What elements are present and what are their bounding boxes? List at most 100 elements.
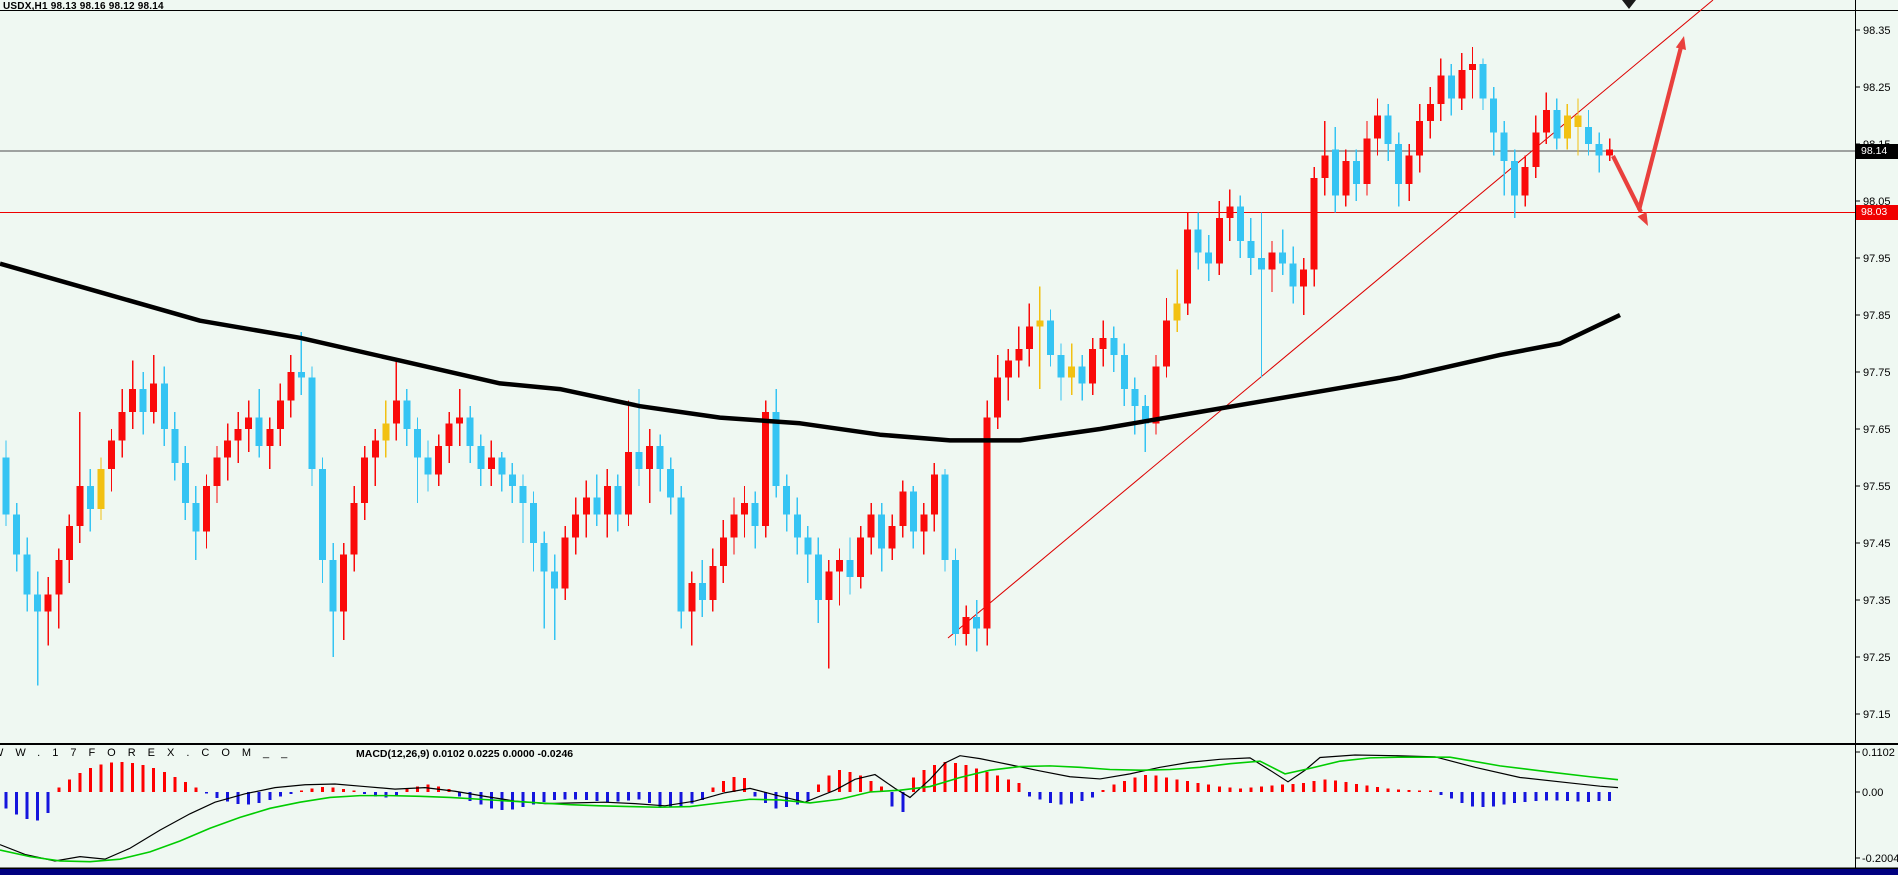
candlestick xyxy=(1110,337,1118,355)
candlestick xyxy=(255,417,263,447)
candlestick xyxy=(772,411,780,486)
price-tick-label: 97.95 xyxy=(1863,253,1891,265)
candlestick xyxy=(65,525,73,561)
macd-histogram-bar xyxy=(1587,792,1590,803)
candlestick xyxy=(582,497,590,515)
candlestick xyxy=(1500,132,1508,162)
candlestick xyxy=(751,503,759,526)
macd-histogram-bar xyxy=(553,792,557,800)
candlestick xyxy=(1363,138,1371,184)
candlestick xyxy=(456,417,464,424)
macd-histogram-bar xyxy=(78,773,82,792)
candlestick xyxy=(2,457,10,515)
candlestick xyxy=(1236,206,1244,241)
arrow-projection-up[interactable] xyxy=(1636,46,1684,211)
candlestick xyxy=(276,400,284,429)
candlestick xyxy=(540,543,548,572)
macd-histogram-bar xyxy=(1597,792,1601,802)
macd-histogram-bar xyxy=(743,778,746,792)
macd-histogram-bar xyxy=(152,768,156,792)
macd-histogram-bar xyxy=(1397,789,1401,792)
candlestick xyxy=(857,537,865,578)
arrow-projection-down[interactable] xyxy=(1611,155,1643,213)
candlestick xyxy=(635,451,643,469)
down-triangle-marker-icon[interactable] xyxy=(1622,0,1636,9)
macd-histogram-bar xyxy=(816,784,820,792)
ma-line[interactable] xyxy=(0,261,1621,443)
macd-histogram-bar xyxy=(711,787,715,792)
macd-histogram-bar xyxy=(1312,781,1316,792)
candlestick xyxy=(466,417,474,447)
current-price-badge: 98.14 xyxy=(1856,144,1898,159)
macd-histogram-bar xyxy=(795,792,799,805)
macd-histogram-bar xyxy=(563,792,567,800)
candlestick xyxy=(1563,115,1571,139)
candlestick xyxy=(804,537,812,555)
macd-histogram-bar xyxy=(215,792,219,798)
macd-main-line[interactable] xyxy=(0,754,1619,862)
macd-tick-label: -0.2004 xyxy=(1862,853,1898,865)
candlestick xyxy=(667,468,675,498)
macd-histogram-bar xyxy=(911,777,915,792)
candlestick xyxy=(793,514,801,538)
candlestick xyxy=(1352,161,1360,184)
candlestick xyxy=(308,377,316,469)
macd-histogram-bar xyxy=(67,779,71,792)
macd-histogram-bar xyxy=(257,792,261,803)
macd-histogram-bar xyxy=(342,789,346,792)
candlestick xyxy=(1416,121,1424,156)
macd-histogram-bar xyxy=(837,770,841,792)
candlestick xyxy=(530,503,537,543)
macd-histogram-bar xyxy=(1365,785,1369,792)
macd-histogram-bar xyxy=(1070,792,1074,804)
macd-histogram-bar xyxy=(690,792,694,804)
macd-histogram-bar xyxy=(1302,782,1306,792)
candlestick xyxy=(1479,64,1487,99)
candlestick xyxy=(709,565,717,600)
price-tick-label: 97.65 xyxy=(1863,424,1891,436)
candlestick xyxy=(361,457,369,504)
candlestick xyxy=(477,446,485,469)
trend-line[interactable] xyxy=(947,0,1714,639)
candlestick xyxy=(34,594,42,612)
arrow-head-projection-down-icon xyxy=(1637,212,1648,226)
macd-histogram-bar xyxy=(99,764,103,792)
macd-histogram-bar xyxy=(1154,775,1158,792)
macd-histogram-bar xyxy=(901,792,905,812)
macd-histogram-bar xyxy=(415,786,419,792)
macd-histogram-bar xyxy=(57,787,61,792)
macd-histogram-bar xyxy=(479,792,483,805)
candlestick xyxy=(1606,149,1614,156)
candlestick xyxy=(150,383,158,412)
candlestick xyxy=(1300,269,1308,287)
candlestick xyxy=(1310,178,1318,270)
macd-signal-line[interactable] xyxy=(0,756,1619,863)
macd-histogram-bar xyxy=(964,764,968,792)
macd-histogram-bar xyxy=(542,792,546,803)
candlestick xyxy=(1426,104,1434,122)
macd-histogram-bar xyxy=(1112,784,1116,792)
macd-histogram-bar xyxy=(1565,792,1569,802)
macd-histogram-bar xyxy=(1428,790,1432,792)
candlestick xyxy=(44,594,52,612)
macd-histogram-bar xyxy=(1418,790,1422,792)
candlestick xyxy=(487,457,495,469)
macd-histogram-bar xyxy=(732,776,736,792)
candlestick xyxy=(646,446,654,469)
candlestick xyxy=(340,554,348,612)
candlestick xyxy=(1374,115,1381,139)
candlestick xyxy=(1163,320,1170,367)
candlestick xyxy=(23,554,31,595)
candlestick xyxy=(1458,69,1466,99)
macd-histogram-bar xyxy=(532,792,535,805)
candlestick xyxy=(76,486,84,526)
macd-histogram-bar xyxy=(700,792,704,800)
candlestick xyxy=(825,571,833,600)
macd-histogram-bar xyxy=(859,775,863,792)
candlestick xyxy=(1468,64,1476,70)
macd-histogram-bar xyxy=(1175,779,1179,792)
macd-histogram-bar xyxy=(194,787,198,792)
